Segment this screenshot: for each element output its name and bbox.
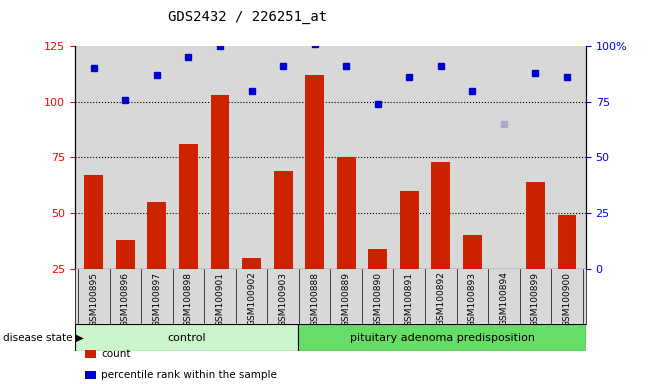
Text: GSM100895: GSM100895 [89,271,98,326]
Bar [179,144,198,269]
Bar [305,75,324,269]
Bar [75,324,298,351]
Text: GSM100896: GSM100896 [121,271,130,326]
Bar [526,182,545,269]
Text: GSM100900: GSM100900 [562,271,572,326]
Text: GDS2432 / 226251_at: GDS2432 / 226251_at [168,10,327,23]
Text: GSM100890: GSM100890 [373,271,382,326]
Text: GSM100893: GSM100893 [468,271,477,326]
Text: pituitary adenoma predisposition: pituitary adenoma predisposition [350,333,534,343]
Bar [494,269,514,318]
Bar [242,258,261,269]
Text: GSM100892: GSM100892 [436,271,445,326]
Text: control: control [167,333,206,343]
Bar [557,215,576,269]
Text: GSM100898: GSM100898 [184,271,193,326]
Text: GSM100894: GSM100894 [499,271,508,326]
Bar [463,235,482,269]
Text: percentile rank within the sample: percentile rank within the sample [101,370,277,380]
Bar [116,240,135,269]
Text: GSM100889: GSM100889 [342,271,351,326]
Text: count: count [101,349,130,359]
Bar [337,157,355,269]
Bar [147,202,167,269]
Bar [298,324,586,351]
Text: disease state ▶: disease state ▶ [3,333,84,343]
Text: GSM100901: GSM100901 [215,271,225,326]
Bar [210,95,229,269]
Bar [400,191,419,269]
Text: GSM100903: GSM100903 [279,271,288,326]
Bar [368,249,387,269]
Text: GSM100891: GSM100891 [405,271,414,326]
Bar [273,171,292,269]
Text: GSM100897: GSM100897 [152,271,161,326]
Text: GSM100888: GSM100888 [310,271,319,326]
Text: GSM100902: GSM100902 [247,271,256,326]
Text: GSM100899: GSM100899 [531,271,540,326]
Bar [432,162,450,269]
Bar [85,175,104,269]
